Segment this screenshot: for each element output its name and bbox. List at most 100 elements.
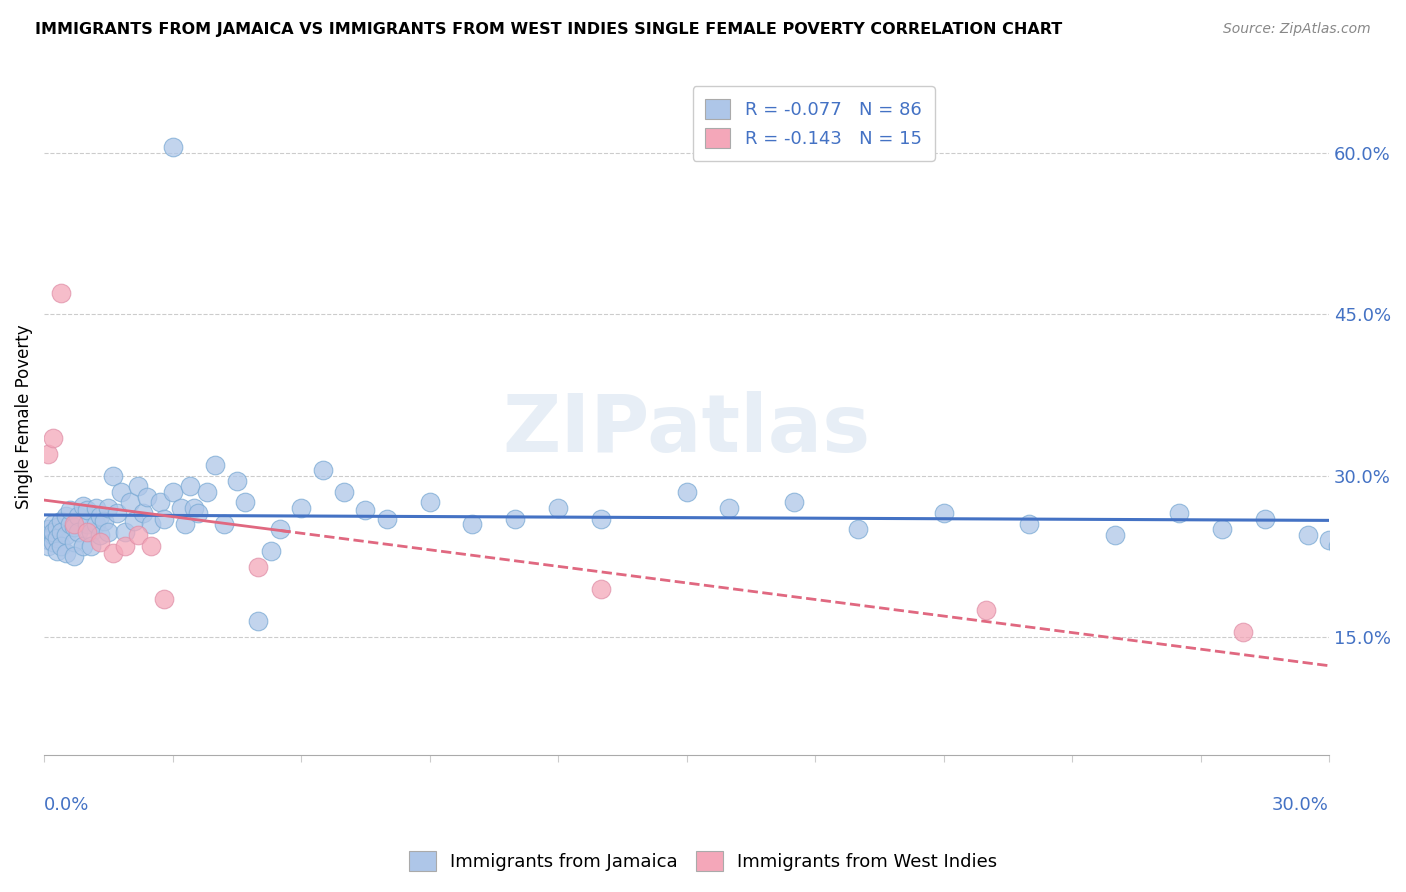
Point <box>589 511 612 525</box>
Point <box>110 484 132 499</box>
Point <box>105 506 128 520</box>
Point <box>97 500 120 515</box>
Point <box>51 514 73 528</box>
Point <box>51 539 73 553</box>
Point <box>149 495 172 509</box>
Point <box>41 528 63 542</box>
Point <box>89 535 111 549</box>
Point <box>1018 516 1040 531</box>
Point <box>187 506 209 520</box>
Point <box>354 503 377 517</box>
Point <box>63 535 86 549</box>
Point <box>63 520 86 534</box>
Point <box>247 614 270 628</box>
Text: 0.0%: 0.0% <box>44 796 90 814</box>
Point <box>55 509 77 524</box>
Point <box>80 524 103 539</box>
Point <box>55 528 77 542</box>
Point <box>153 592 176 607</box>
Point <box>212 516 235 531</box>
Point <box>503 511 526 525</box>
Point <box>127 479 149 493</box>
Point <box>225 474 247 488</box>
Point <box>76 503 98 517</box>
Point <box>260 544 283 558</box>
Point <box>1104 528 1126 542</box>
Point <box>1168 506 1191 520</box>
Point <box>41 516 63 531</box>
Point <box>63 516 86 531</box>
Point <box>333 484 356 499</box>
Point <box>141 516 163 531</box>
Legend: Immigrants from Jamaica, Immigrants from West Indies: Immigrants from Jamaica, Immigrants from… <box>401 844 1005 879</box>
Point <box>76 516 98 531</box>
Point <box>290 500 312 515</box>
Point <box>204 458 226 472</box>
Point <box>59 503 82 517</box>
Point <box>162 484 184 499</box>
Point <box>1254 511 1277 525</box>
Point <box>89 509 111 524</box>
Point <box>118 495 141 509</box>
Point <box>72 499 94 513</box>
Point <box>1232 624 1254 639</box>
Point <box>59 516 82 531</box>
Point <box>170 500 193 515</box>
Point <box>41 535 63 549</box>
Point <box>1326 539 1348 553</box>
Point <box>127 528 149 542</box>
Point <box>89 528 111 542</box>
Point <box>419 495 441 509</box>
Point <box>46 531 69 545</box>
Point <box>93 514 115 528</box>
Point <box>46 544 69 558</box>
Point <box>718 500 741 515</box>
Point <box>84 500 107 515</box>
Point <box>46 520 69 534</box>
Point <box>269 522 291 536</box>
Point <box>782 495 804 509</box>
Point <box>114 524 136 539</box>
Point <box>37 533 59 548</box>
Point <box>141 539 163 553</box>
Point <box>195 484 218 499</box>
Point <box>135 490 157 504</box>
Point <box>122 514 145 528</box>
Point <box>101 468 124 483</box>
Point <box>932 506 955 520</box>
Point <box>589 582 612 596</box>
Point <box>51 285 73 300</box>
Point <box>131 506 153 520</box>
Point <box>41 431 63 445</box>
Point <box>1211 522 1233 536</box>
Point <box>63 549 86 564</box>
Point <box>179 479 201 493</box>
Point <box>247 560 270 574</box>
Text: ZIPatlas: ZIPatlas <box>502 391 870 469</box>
Point <box>67 509 90 524</box>
Point <box>55 546 77 560</box>
Point <box>37 539 59 553</box>
Point <box>174 516 197 531</box>
Point <box>41 524 63 539</box>
Point <box>311 463 333 477</box>
Point <box>375 511 398 525</box>
Point <box>183 500 205 515</box>
Point <box>101 546 124 560</box>
Point <box>153 511 176 525</box>
Point <box>114 539 136 553</box>
Text: 30.0%: 30.0% <box>1272 796 1329 814</box>
Point <box>51 524 73 539</box>
Point <box>72 539 94 553</box>
Text: IMMIGRANTS FROM JAMAICA VS IMMIGRANTS FROM WEST INDIES SINGLE FEMALE POVERTY COR: IMMIGRANTS FROM JAMAICA VS IMMIGRANTS FR… <box>35 22 1063 37</box>
Point <box>97 524 120 539</box>
Y-axis label: Single Female Poverty: Single Female Poverty <box>15 324 32 508</box>
Legend: R = -0.077   N = 86, R = -0.143   N = 15: R = -0.077 N = 86, R = -0.143 N = 15 <box>693 87 935 161</box>
Point <box>846 522 869 536</box>
Point <box>235 495 257 509</box>
Point <box>976 603 998 617</box>
Point <box>67 524 90 539</box>
Point <box>675 484 697 499</box>
Point <box>547 500 569 515</box>
Point <box>461 516 484 531</box>
